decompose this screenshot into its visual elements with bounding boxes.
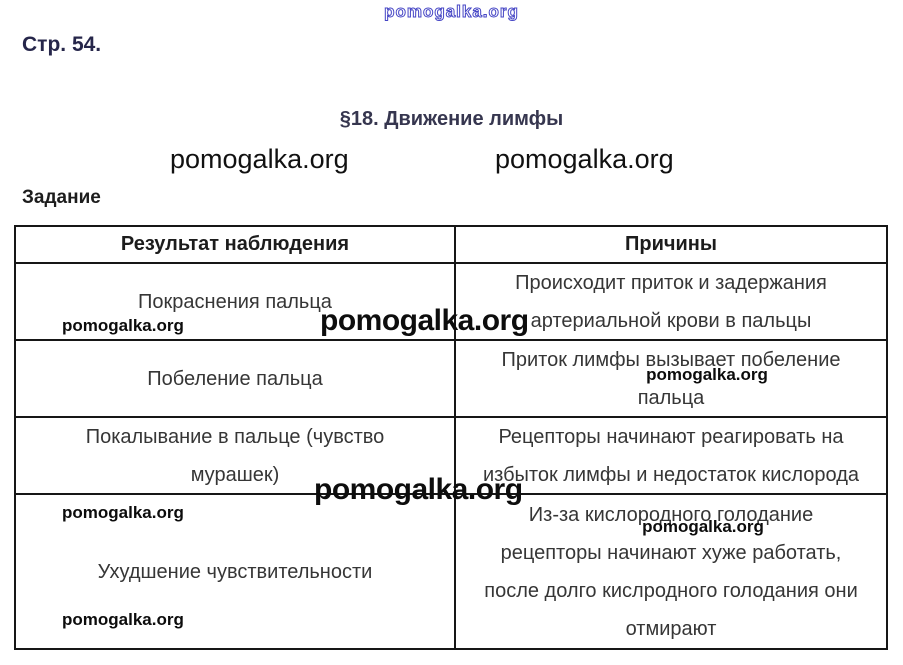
cell-line: рецепторы начинают хуже работать, (500, 541, 842, 564)
section-heading: §18. Движение лимфы (339, 108, 564, 130)
cell-line: Покалывание в пальце (чувство (85, 425, 385, 448)
table-header-result: Результат наблюдения (16, 227, 456, 264)
cell-line: Покраснения пальца (138, 290, 332, 313)
cell-line: мурашек) (190, 463, 280, 486)
table-cell-row4-result: pomogalka.org Ухудшение чувствительности… (16, 495, 456, 648)
table-cell-row2-result: Побеление пальца (16, 341, 456, 418)
cell-line: отмирают (625, 617, 717, 640)
cell-line: пальца (637, 386, 705, 409)
table-cell-row1-cause: Происходит приток и задержания артериаль… (456, 264, 886, 341)
watermark-small: pomogalka.org (62, 503, 184, 522)
watermark-small: pomogalka.org (646, 365, 768, 384)
cell-line: Происходит приток и задержания (515, 271, 827, 294)
watermark-small: pomogalka.org (62, 316, 184, 335)
table-cell-row3-result: Покалывание в пальце (чувство мурашек) (16, 418, 456, 495)
table-cell-row2-cause: Приток лимфы вызывает побеление пальца p… (456, 341, 886, 418)
watermark: pomogalka.org (495, 144, 674, 174)
table-cell-row1-result: Покраснения пальца pomogalka.org (16, 264, 456, 341)
cell-line: Рецепторы начинают реагировать на (498, 425, 844, 448)
cell-line: после долго кислродного голодания они (484, 579, 858, 602)
table-header-causes: Причины (456, 227, 886, 264)
cell-line: Ухудшение чувствительности (97, 560, 373, 583)
cell-line: Приток лимфы вызывает побеление (501, 348, 841, 371)
watermark-outline-top: pomogalka.org (384, 2, 519, 22)
watermark-large: pomogalka.org (314, 473, 523, 506)
watermark: pomogalka.org (170, 144, 349, 174)
table-cell-row3-cause: Рецепторы начинают реагировать на избыто… (456, 418, 886, 495)
watermark-small: pomogalka.org (642, 517, 764, 536)
page-number: Стр. 54. (22, 33, 102, 56)
cell-line: Из-за кислородного голодание (528, 503, 814, 526)
cell-line: Побеление пальца (147, 367, 323, 390)
header-label: Результат наблюдения (120, 233, 350, 255)
watermark-large: pomogalka.org (320, 304, 529, 337)
header-label: Причины (625, 233, 717, 255)
watermark-small: pomogalka.org (62, 610, 184, 629)
cell-line: избыток лимфы и недостаток кислорода (482, 463, 860, 486)
table-cell-row4-cause: Из-за кислородного голодание рецепторы н… (456, 495, 886, 648)
cell-line: артериальной крови в пальцы (530, 309, 812, 332)
task-label: Задание (22, 187, 101, 208)
results-table: Результат наблюдения Причины Покраснения… (14, 225, 888, 650)
